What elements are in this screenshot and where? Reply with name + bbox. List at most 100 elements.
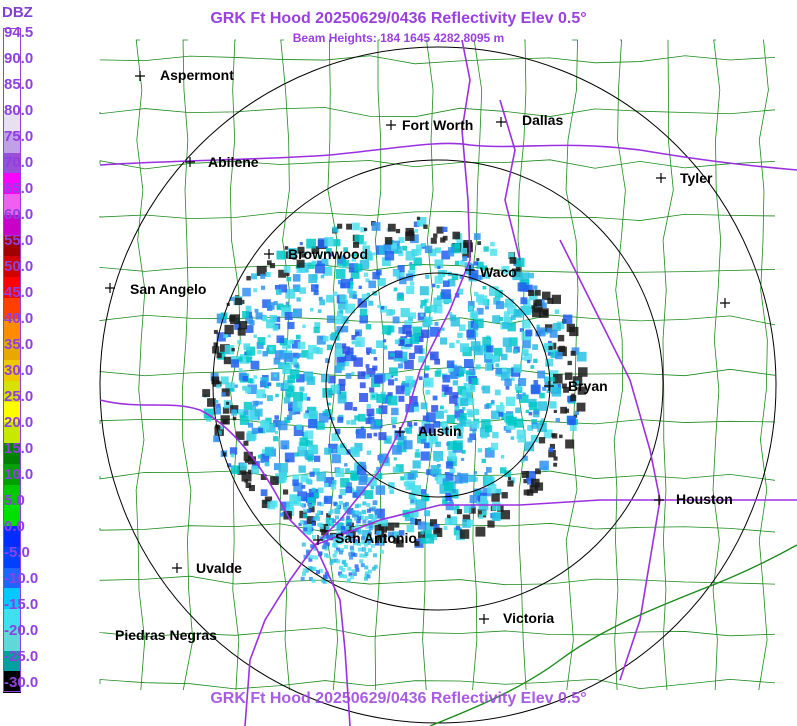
legend-swatch	[3, 48, 21, 70]
legend-swatch	[3, 69, 21, 91]
city-label: Aspermont	[160, 67, 234, 83]
legend-label: 55.0	[4, 232, 34, 249]
highways	[99, 39, 797, 726]
legend-swatch	[3, 152, 21, 174]
legend-label: -15.0	[4, 596, 39, 613]
legend-swatch	[3, 588, 21, 610]
county-line	[470, 39, 483, 691]
city-marker	[264, 249, 274, 259]
city-marker	[465, 265, 475, 275]
legend-label: 70.0	[4, 154, 34, 171]
city-marker	[386, 120, 396, 130]
legend-swatch	[3, 422, 21, 444]
legend-swatch	[3, 609, 21, 631]
legend-label: -30.0	[4, 674, 39, 691]
legend-swatch	[3, 443, 21, 465]
legend-swatch	[3, 629, 21, 651]
county-line	[181, 39, 194, 691]
county-line	[613, 39, 626, 691]
legend-label: -10.0	[4, 570, 39, 587]
legend-label: 80.0	[4, 102, 34, 119]
city-label: Uvalde	[196, 560, 242, 576]
legend-border	[3, 28, 21, 692]
legend-label: 65.0	[4, 180, 34, 197]
city-label: San Angelo	[130, 281, 207, 297]
city-marker	[720, 298, 730, 308]
county-line	[99, 107, 776, 118]
city-marker	[479, 614, 489, 624]
legend-title: DBZ	[2, 4, 33, 21]
city-label: Waco	[480, 264, 517, 280]
legend-label: 25.0	[4, 388, 34, 405]
county-line	[99, 314, 776, 326]
city-label: Abilene	[208, 154, 259, 170]
coastline	[429, 544, 797, 726]
county-line	[99, 575, 776, 586]
county-line	[99, 678, 776, 690]
legend-label: 10.0	[4, 466, 34, 483]
county-line	[712, 39, 722, 691]
county-line	[374, 39, 385, 691]
legend-label: 85.0	[4, 76, 34, 93]
city-label: Brownwood	[288, 246, 369, 262]
city-marker	[105, 283, 115, 293]
county-line	[662, 39, 674, 691]
city-label: Austin	[418, 423, 462, 439]
city-label: Bryan	[568, 378, 608, 394]
legend-swatch	[3, 671, 21, 693]
legend-swatch	[3, 380, 21, 402]
county-line	[758, 39, 769, 691]
legend-swatch	[3, 256, 21, 278]
legend-swatch	[3, 277, 21, 299]
legend-label: 30.0	[4, 362, 34, 379]
county-line	[278, 39, 290, 691]
city-label: Piedras Negras	[115, 627, 217, 643]
legend-swatch	[3, 214, 21, 236]
legend-swatch	[3, 546, 21, 568]
legend-swatch	[3, 173, 21, 195]
legend-label: 60.0	[4, 206, 34, 223]
legend-label: 94.5	[4, 24, 34, 41]
legend-swatch	[3, 194, 21, 216]
county-line	[99, 366, 776, 377]
legend-swatch	[3, 401, 21, 423]
city-label: Dallas	[522, 112, 564, 128]
map-title: GRK Ft Hood 20250629/0436 Reflectivity E…	[210, 10, 587, 27]
beam-heights: Beam Heights: 184 1645 4282 8095 m	[292, 31, 505, 45]
city-marker	[656, 173, 666, 183]
legend-swatch	[3, 484, 21, 506]
city-marker	[654, 495, 664, 505]
legend-label: -20.0	[4, 622, 39, 639]
county-lines	[99, 39, 776, 691]
legend-swatch	[3, 505, 21, 527]
legend-swatch	[3, 339, 21, 361]
city-marker	[313, 535, 323, 545]
county-line	[99, 627, 776, 638]
color-legend: DBZ 94.5 90.0 85.0 80.0 75.0 70.0 65.0 60.0 55.0…	[0, 0, 38, 726]
legend-label: -5.0	[4, 544, 30, 561]
city-label: Victoria	[503, 610, 555, 626]
legend-swatch	[3, 318, 21, 340]
city-marker	[395, 427, 405, 437]
city-marker	[185, 157, 195, 167]
legend-label: -25.0	[4, 648, 39, 665]
legend-label: 5.0	[4, 492, 25, 509]
county-line	[229, 39, 241, 691]
legend-label: 40.0	[4, 310, 34, 327]
county-line	[565, 39, 579, 691]
legend-label: 35.0	[4, 336, 34, 353]
legend-swatch	[3, 90, 21, 112]
county-line	[99, 55, 776, 65]
legend-swatch	[3, 567, 21, 589]
footer-title: GRK Ft Hood 20250629/0436 Reflectivity E…	[210, 690, 587, 707]
range-rings	[99, 46, 777, 724]
legend-label: 90.0	[4, 50, 34, 67]
county-line	[99, 159, 776, 170]
legend-label: 45.0	[4, 284, 34, 301]
legend-swatch	[3, 360, 21, 382]
city-label: Fort Worth	[402, 117, 474, 133]
city-label: Houston	[676, 491, 733, 507]
legend-swatch	[3, 235, 21, 257]
county-line	[99, 211, 776, 221]
